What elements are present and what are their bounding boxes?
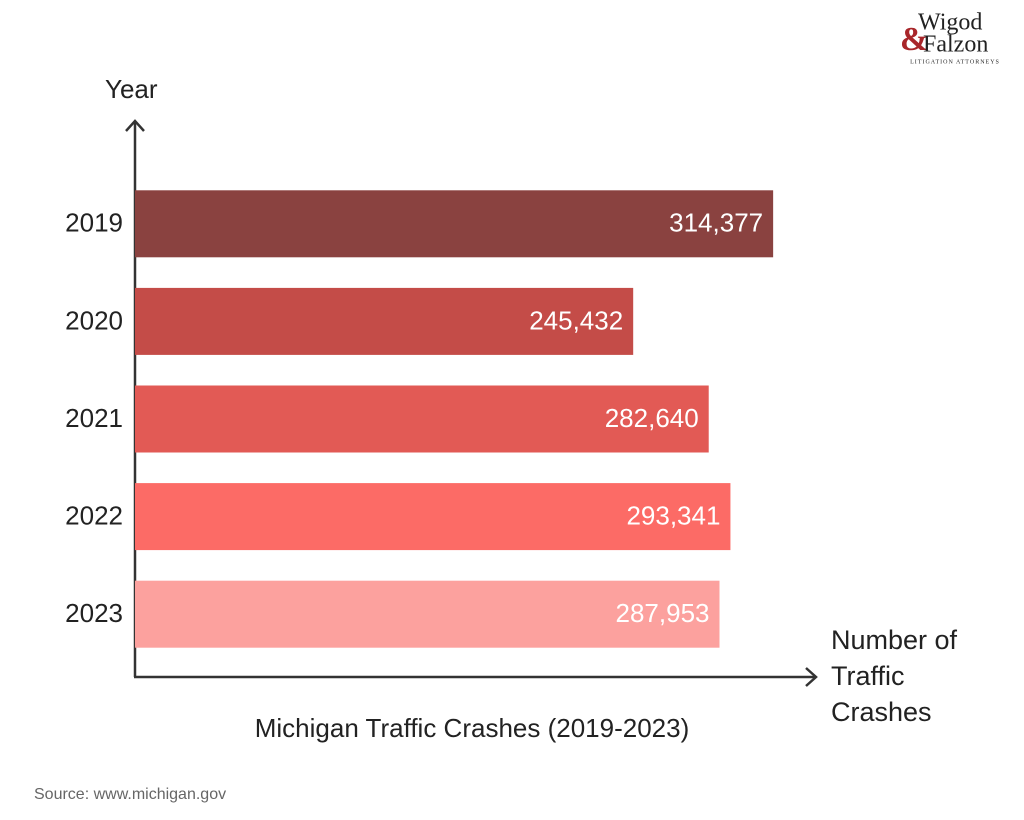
logo-line1: Wigod xyxy=(918,10,982,36)
chart-title: Michigan Traffic Crashes (2019-2023) xyxy=(255,713,690,743)
value-label: 314,377 xyxy=(669,208,763,238)
x-axis-label: Number of Traffic Crashes xyxy=(831,625,958,727)
y-axis-arrow xyxy=(125,119,145,132)
logo-ampersand: & xyxy=(900,21,928,58)
x-axis-arrow xyxy=(805,667,818,687)
y-tick-label: 2021 xyxy=(65,403,123,433)
bar xyxy=(135,190,774,258)
logo-tagline: LITIGATION ATTORNEYS xyxy=(910,59,1000,65)
source: Source: www.michigan.gov xyxy=(34,786,226,803)
y-tick-label: 2019 xyxy=(65,208,123,238)
value-label: 245,432 xyxy=(529,305,623,335)
bar xyxy=(135,385,709,453)
value-label: 293,341 xyxy=(626,500,720,530)
y-tick-label: 2022 xyxy=(65,500,123,530)
bar xyxy=(135,580,720,648)
value-label: 282,640 xyxy=(605,403,699,433)
bar xyxy=(135,287,634,355)
y-tick-label: 2020 xyxy=(65,305,123,335)
bar xyxy=(135,483,731,551)
y-tick-label: 2023 xyxy=(65,598,123,628)
value-label: 287,953 xyxy=(616,598,710,628)
logo-line2: Falzon xyxy=(923,32,988,58)
y-axis-label: Year xyxy=(105,74,158,104)
logo: Wigod & Falzon LITIGATION ATTORNEYS xyxy=(900,10,1000,66)
